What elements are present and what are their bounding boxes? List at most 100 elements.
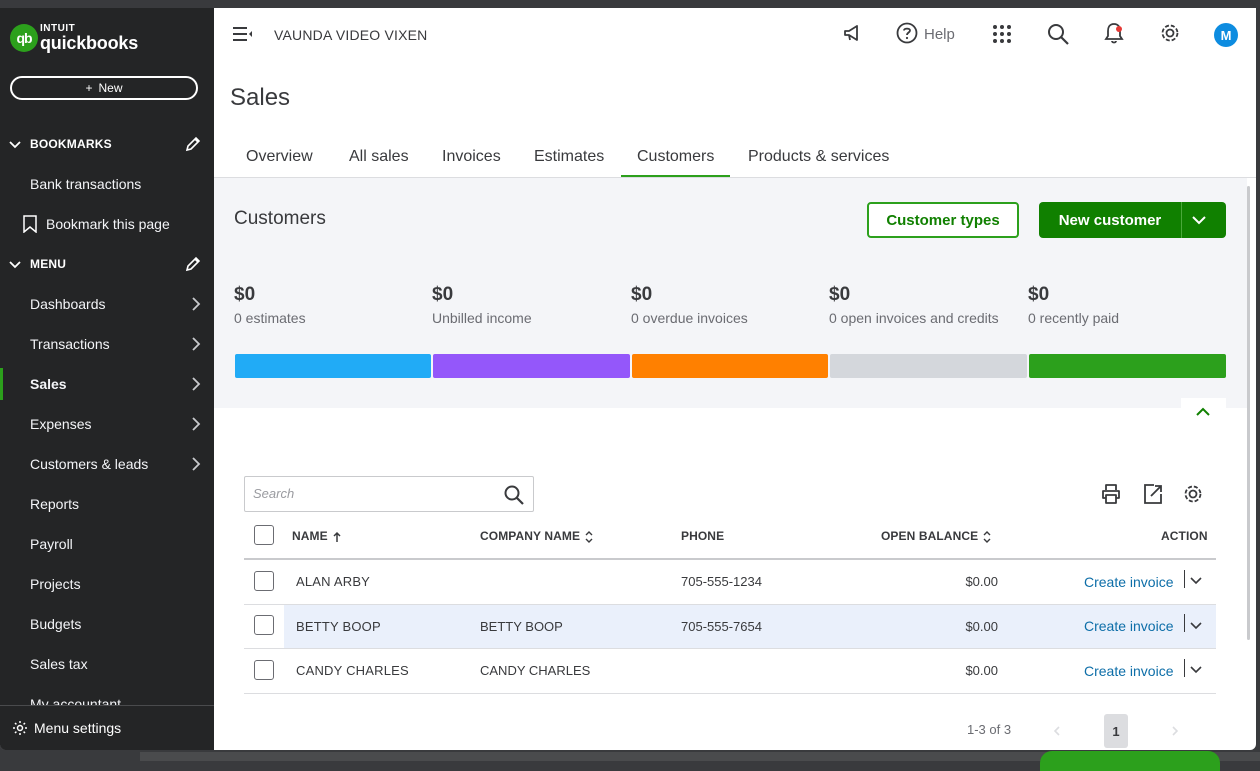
tab-customers[interactable]: Customers	[621, 138, 731, 178]
user-avatar[interactable]: M	[1214, 23, 1238, 47]
tab-products-services[interactable]: Products & services	[748, 148, 890, 165]
pagination-range: 1-3 of 3	[967, 722, 1012, 737]
stat-recently-paid[interactable]: $0 0 recently paid	[1028, 284, 1119, 326]
stat-estimates[interactable]: $0 0 estimates	[234, 284, 306, 326]
chevron-down-icon[interactable]	[1191, 212, 1207, 228]
sidebar: qb INTUIT quickbooks + New BOOKMARKS Ban…	[0, 8, 214, 750]
menu-header[interactable]: MENU	[0, 244, 214, 284]
estimates-bar[interactable]	[235, 354, 431, 378]
stat-open-invoices[interactable]: $0 0 open invoices and credits	[829, 284, 999, 326]
pencil-icon[interactable]	[185, 136, 201, 152]
new-customer-button[interactable]: New customer	[1039, 202, 1226, 238]
stat-value: $0	[631, 284, 653, 305]
row-checkbox[interactable]	[254, 571, 274, 591]
chevron-down-icon[interactable]	[1189, 576, 1203, 586]
tab-invoices[interactable]: Invoices	[442, 148, 501, 165]
sort-ascending-icon	[333, 531, 341, 542]
sidebar-item-projects[interactable]: Projects	[0, 564, 214, 604]
plus-icon: +	[85, 81, 93, 95]
vertical-scrollbar[interactable]	[1247, 186, 1250, 640]
column-header-phone: PHONE	[681, 529, 725, 543]
sidebar-item-sales[interactable]: Sales	[0, 364, 214, 404]
row-checkbox[interactable]	[254, 615, 274, 635]
customer-name[interactable]: ALAN ARBY	[296, 574, 371, 589]
company-name: VAUNDA VIDEO VIXEN	[274, 27, 428, 43]
help-icon[interactable]	[896, 22, 918, 44]
bookmark-this-page[interactable]: Bookmark this page	[0, 204, 214, 244]
phone: 705-555-1234	[681, 574, 762, 589]
sidebar-item-expenses[interactable]: Expenses	[0, 404, 214, 444]
menu-settings-button[interactable]: Menu settings	[0, 705, 214, 750]
open-balance: $0.00	[965, 663, 998, 678]
os-taskbar-item[interactable]	[1040, 751, 1220, 771]
create-invoice-link[interactable]: Create invoice	[1084, 574, 1174, 590]
chevron-down-icon[interactable]	[1189, 665, 1203, 675]
print-icon[interactable]	[1100, 483, 1122, 505]
tabs-divider	[214, 177, 1256, 178]
stat-value: $0	[1028, 284, 1050, 305]
sidebar-item-label: Customers & leads	[30, 456, 149, 472]
top-bar: VAUNDA VIDEO VIXEN Help M	[214, 8, 1256, 64]
previous-page-icon[interactable]	[1052, 725, 1062, 737]
open-invoices-bar[interactable]	[830, 354, 1027, 378]
apps-grid-icon[interactable]	[992, 24, 1012, 44]
help-label[interactable]: Help	[924, 26, 955, 43]
stat-unbilled-income[interactable]: $0 Unbilled income	[432, 284, 532, 326]
bookmarks-header[interactable]: BOOKMARKS	[0, 124, 214, 164]
search-input[interactable]	[253, 486, 493, 501]
new-button[interactable]: + New	[10, 76, 198, 100]
sidebar-item-transactions[interactable]: Transactions	[0, 324, 214, 364]
chevron-down-icon[interactable]	[1189, 621, 1203, 631]
company-name: CANDY CHARLES	[480, 663, 591, 678]
company-name: BETTY BOOP	[480, 619, 563, 634]
sidebar-item-label: Dashboards	[30, 296, 106, 312]
pencil-icon[interactable]	[185, 256, 201, 272]
customer-types-button[interactable]: Customer types	[867, 202, 1019, 238]
column-header-name[interactable]: NAME	[292, 529, 342, 543]
search-icon[interactable]	[1046, 22, 1070, 46]
tab-all-sales[interactable]: All sales	[349, 148, 409, 165]
sidebar-item-budgets[interactable]: Budgets	[0, 604, 214, 644]
customer-name[interactable]: CANDY CHARLES	[296, 663, 409, 678]
bookmarks-label: BOOKMARKS	[30, 137, 112, 151]
stat-overdue-invoices[interactable]: $0 0 overdue invoices	[631, 284, 748, 326]
unbilled-income-bar[interactable]	[433, 354, 630, 378]
tab-overview[interactable]: Overview	[246, 148, 313, 165]
create-invoice-link[interactable]: Create invoice	[1084, 618, 1174, 634]
sidebar-item-customers-leads[interactable]: Customers & leads	[0, 444, 214, 484]
settings-gear-icon[interactable]	[1159, 22, 1181, 44]
sidebar-item-label: Expenses	[30, 416, 92, 432]
sidebar-item-label: Sales tax	[30, 656, 88, 672]
notification-dot	[1116, 26, 1122, 32]
sidebar-item-reports[interactable]: Reports	[0, 484, 214, 524]
stat-label: 0 open invoices and credits	[829, 310, 999, 326]
notification-bell-icon[interactable]	[1104, 22, 1124, 44]
sidebar-item-sales-tax[interactable]: Sales tax	[0, 644, 214, 684]
sidebar-item-payroll[interactable]: Payroll	[0, 524, 214, 564]
tab-estimates[interactable]: Estimates	[534, 148, 605, 165]
collapse-summary-button[interactable]	[1181, 398, 1226, 432]
table-settings-gear-icon[interactable]	[1182, 483, 1204, 505]
logo-line2: quickbooks	[40, 33, 139, 53]
stat-label: 0 recently paid	[1028, 310, 1120, 326]
search-icon[interactable]	[503, 484, 525, 506]
customer-name[interactable]: BETTY BOOP	[296, 619, 381, 634]
row-checkbox[interactable]	[254, 660, 274, 680]
open-balance: $0.00	[965, 619, 998, 634]
column-header-balance[interactable]: OPEN BALANCE	[881, 529, 992, 543]
megaphone-icon[interactable]	[842, 22, 864, 44]
recently-paid-bar[interactable]	[1029, 354, 1226, 378]
column-header-company[interactable]: COMPANY NAME	[480, 529, 594, 543]
create-invoice-link[interactable]: Create invoice	[1084, 663, 1174, 679]
sidebar-item-dashboards[interactable]: Dashboards	[0, 284, 214, 324]
bookmark-bank-transactions[interactable]: Bank transactions	[0, 164, 214, 204]
export-icon[interactable]	[1142, 483, 1164, 505]
next-page-icon[interactable]	[1170, 725, 1180, 737]
quickbooks-logo[interactable]: qb INTUIT quickbooks	[10, 24, 138, 52]
new-button-label: New	[98, 81, 123, 95]
page-button-current[interactable]: 1	[1104, 714, 1128, 748]
chevron-up-icon	[1196, 407, 1210, 416]
select-all-checkbox[interactable]	[254, 525, 274, 545]
overdue-invoices-bar[interactable]	[632, 354, 828, 378]
collapse-menu-icon[interactable]	[232, 26, 254, 42]
